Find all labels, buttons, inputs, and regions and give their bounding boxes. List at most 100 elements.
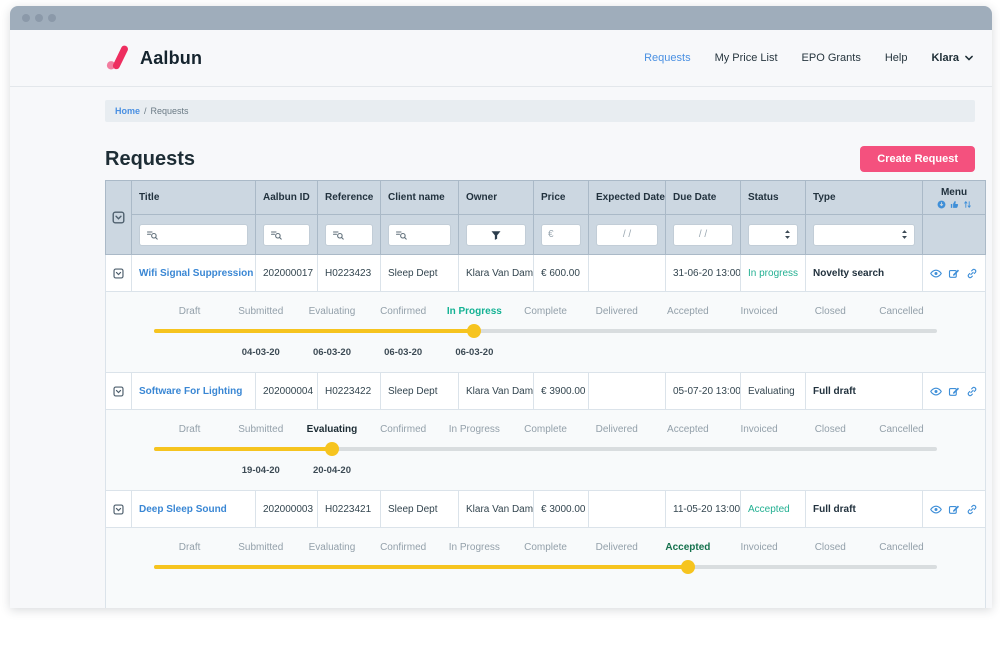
browser-window: Aalbun Requests My Price List EPO Grants… (10, 6, 992, 608)
progress-fill (154, 447, 332, 451)
client-name-filter-input[interactable] (388, 224, 451, 246)
link-icon[interactable] (966, 503, 978, 516)
aalbun-id-filter-input[interactable] (263, 224, 310, 246)
stage-date (368, 465, 439, 477)
nav-item-epo-grants[interactable]: EPO Grants (802, 52, 861, 64)
due-date-filter-input[interactable]: / / (673, 224, 733, 246)
request-timeline: Draft Submitted Evaluating Confirmed In … (106, 410, 985, 490)
cell-client-name: Sleep Dept (381, 373, 459, 410)
row-expand-toggle[interactable] (113, 503, 124, 516)
stage-label: Closed (795, 424, 866, 435)
stage-label: Complete (510, 542, 581, 553)
cell-expected-date (589, 373, 666, 410)
expand-all-toggle[interactable] (108, 211, 129, 224)
stage-date (795, 347, 866, 359)
breadcrumb-current: Requests (151, 106, 189, 116)
row-expand-toggle[interactable] (113, 385, 124, 398)
stage-label: Cancelled (866, 542, 937, 553)
cell-owner: Klara Van Dam (459, 491, 534, 528)
stage-label: Delivered (581, 306, 652, 317)
stage-label: Confirmed (368, 424, 439, 435)
brand-logo[interactable]: Aalbun (105, 45, 202, 71)
col-header-due-date: Due Date (666, 181, 741, 215)
stage-label: Invoiced (724, 306, 795, 317)
window-control-dot[interactable] (22, 14, 30, 22)
reference-filter-input[interactable] (325, 224, 373, 246)
view-icon[interactable] (930, 385, 942, 398)
title-filter-input[interactable] (139, 224, 248, 246)
stage-label: In Progress (439, 542, 510, 553)
sort-icon[interactable] (963, 200, 972, 209)
stage-date (866, 583, 937, 595)
chevron-square-icon (113, 503, 124, 516)
stage-label: Accepted (652, 424, 723, 435)
requests-table: Title Aalbun ID Reference Client name Ow… (105, 180, 986, 608)
stepper-icon (784, 229, 791, 240)
thumbs-up-icon[interactable] (950, 200, 959, 209)
cell-reference: H0223421 (318, 491, 381, 528)
funnel-icon (490, 229, 502, 241)
filter-search-icon (395, 229, 407, 241)
edit-icon[interactable] (948, 267, 960, 280)
cell-aalbun-id: 202000004 (256, 373, 318, 410)
edit-icon[interactable] (948, 385, 960, 398)
stage-date (439, 465, 510, 477)
window-control-dot[interactable] (48, 14, 56, 22)
stage-date (154, 465, 225, 477)
stage-label: Cancelled (866, 306, 937, 317)
expected-date-filter-input[interactable]: / / (596, 224, 658, 246)
link-icon[interactable] (966, 267, 978, 280)
cell-expected-date (589, 255, 666, 292)
stage-date (581, 347, 652, 359)
cell-reference: H0223423 (318, 255, 381, 292)
stage-label: Confirmed (368, 306, 439, 317)
row-expand-toggle[interactable] (113, 267, 124, 280)
nav-item-my-price-list[interactable]: My Price List (715, 52, 778, 64)
stage-label: Submitted (225, 424, 296, 435)
timeline-row: Draft Submitted Evaluating Confirmed In … (106, 528, 986, 609)
chevron-square-icon (113, 385, 124, 398)
stepper-icon (901, 229, 908, 240)
type-filter-select[interactable] (813, 224, 915, 246)
stage-date (439, 583, 510, 595)
stage-label: Closed (795, 306, 866, 317)
date-placeholder: / / (699, 229, 707, 240)
col-header-menu: Menu (923, 181, 986, 215)
progress-bar (154, 324, 937, 338)
chevron-square-icon (113, 267, 124, 280)
brand-name: Aalbun (140, 48, 202, 69)
breadcrumb: Home / Requests (105, 100, 975, 122)
status-badge: In progress (741, 255, 806, 292)
stage-label: Invoiced (724, 424, 795, 435)
stage-label: Draft (154, 306, 225, 317)
request-title-link[interactable]: Software For Lighting (139, 386, 242, 397)
table-header-row: Title Aalbun ID Reference Client name Ow… (106, 181, 986, 215)
request-title-link[interactable]: Wifi Signal Suppression (139, 268, 253, 279)
view-icon[interactable] (930, 267, 942, 280)
circle-down-icon[interactable] (937, 200, 946, 209)
cell-due-date: 11-05-20 13:00 (666, 491, 741, 528)
request-title-link[interactable]: Deep Sleep Sound (139, 504, 227, 515)
window-control-dot[interactable] (35, 14, 43, 22)
stage-date (795, 583, 866, 595)
stage-date (652, 347, 723, 359)
stage-date (724, 465, 795, 477)
create-request-button[interactable]: Create Request (860, 146, 975, 172)
nav-item-requests[interactable]: Requests (644, 52, 690, 64)
price-filter-input[interactable]: € (541, 224, 581, 246)
stage-label: In Progress (439, 424, 510, 435)
owner-filter-input[interactable] (466, 224, 526, 246)
breadcrumb-home-link[interactable]: Home (115, 106, 140, 116)
date-placeholder: / / (623, 229, 631, 240)
stage-date (154, 347, 225, 359)
stage-date: 19-04-20 (225, 465, 296, 477)
link-icon[interactable] (966, 385, 978, 398)
view-icon[interactable] (930, 503, 942, 516)
aalbun-logo-icon (105, 45, 131, 71)
status-filter-select[interactable] (748, 224, 798, 246)
stage-date: 20-04-20 (296, 465, 367, 477)
nav-item-help[interactable]: Help (885, 52, 908, 64)
stage-date: 06-03-20 (439, 347, 510, 359)
user-menu[interactable]: Klara (931, 52, 974, 64)
edit-icon[interactable] (948, 503, 960, 516)
